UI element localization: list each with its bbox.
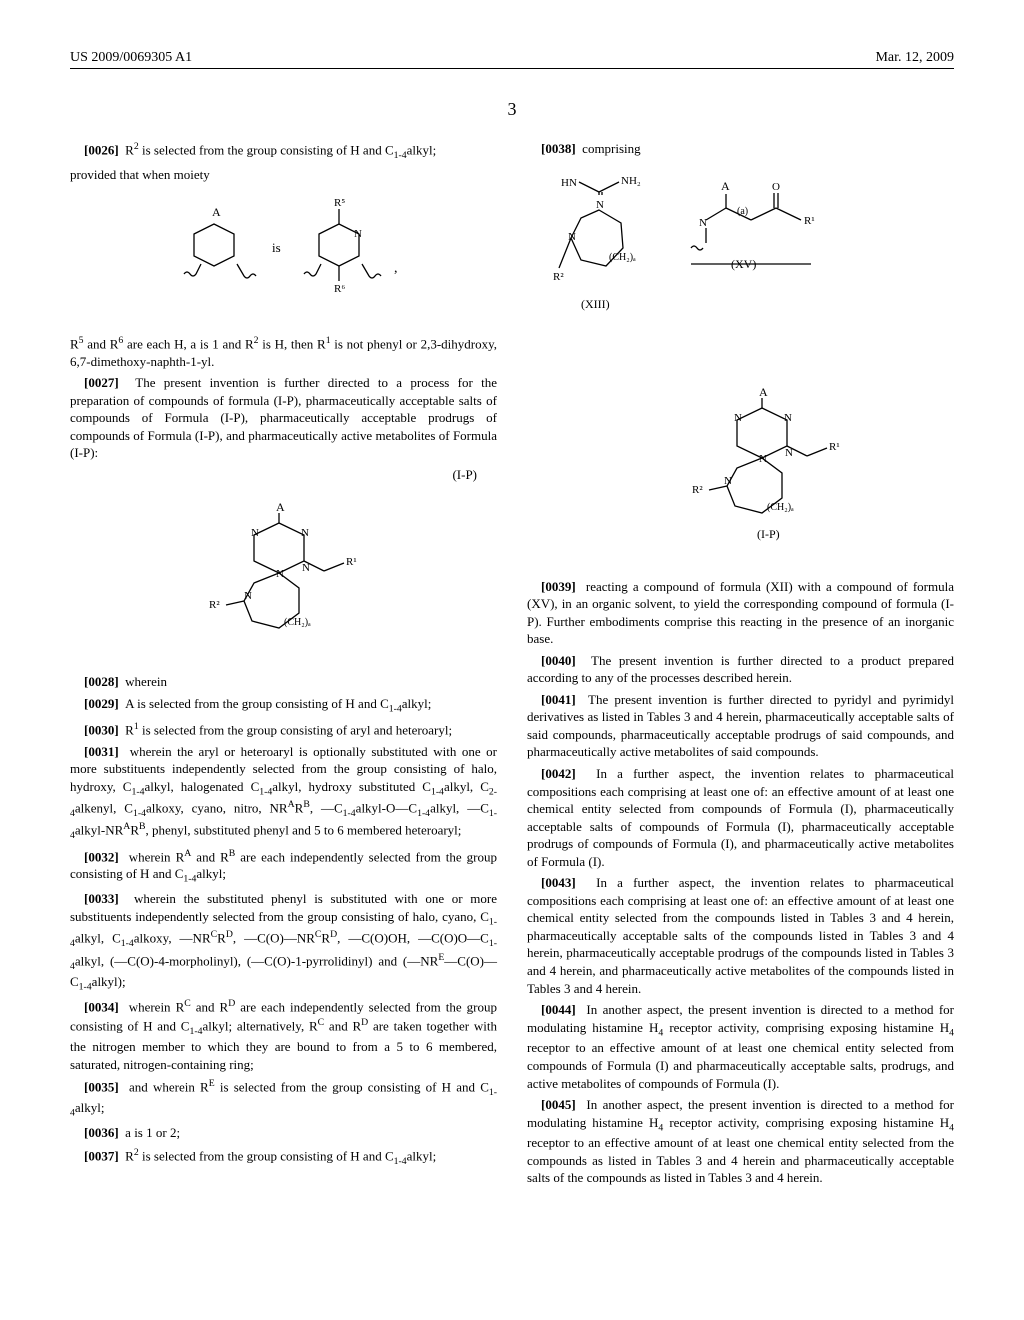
svg-text:N: N [699,217,707,229]
para-0040: [0040] The present invention is further … [527,652,954,687]
svg-text:R²: R² [209,599,220,611]
para-0039: [0039] reacting a compound of formula (X… [527,578,954,648]
svg-text:,: , [394,261,398,276]
para-0038: [0038] comprising [527,140,954,158]
moiety-diagram: A is N R⁵ R⁶ , [144,194,424,324]
svg-text:A: A [276,500,285,514]
para-0031: [0031] wherein the aryl or heteroaryl is… [70,743,497,843]
para-0034: [0034] wherein RC and RD are each indepe… [70,997,497,1073]
svg-text:R⁶: R⁶ [334,283,345,295]
para-0037: [0037] R2 is selected from the group con… [70,1146,497,1168]
svg-text:A: A [212,205,221,219]
svg-text:(CH₂)ₐ: (CH₂)ₐ [767,502,794,513]
para-0026-after: R5 and R6 are each H, a is 1 and R2 is H… [70,334,497,370]
para-0032: [0032] wherein RA and RB are each indepe… [70,847,497,887]
page-header: US 2009/0069305 A1 Mar. 12, 2009 [70,50,954,69]
svg-text:N: N [251,527,259,539]
formula-ip-label: (I-P) [70,466,497,484]
para-0035: [0035] and wherein RE is selected from t… [70,1077,497,1120]
para-0026-tail: provided that when moiety [70,166,497,184]
svg-text:(CH₂)ₐ: (CH₂)ₐ [609,252,636,263]
scheme-bottom-diagram: A N N N N R¹ N R² (CH₂)ₐ (I-P) [647,378,867,568]
para-0027: [0027] The present invention is further … [70,374,497,462]
right-column: [0038] comprising HN NH₂ N N (CH₂)ₐ R² [527,140,954,1191]
svg-text:N: N [784,412,792,424]
svg-text:(CH₂)ₐ: (CH₂)ₐ [284,617,311,628]
svg-text:(I-P): (I-P) [757,527,780,541]
svg-text:N: N [244,590,252,602]
svg-text:R⁵: R⁵ [334,197,345,209]
para-0029: [0029] A is selected from the group cons… [70,695,497,716]
svg-text:R¹: R¹ [829,441,840,453]
svg-text:N: N [596,199,604,211]
svg-text:(XIII): (XIII) [581,297,610,311]
svg-text:R²: R² [553,271,564,283]
svg-text:NH₂: NH₂ [621,175,641,187]
para-0044: [0044] In another aspect, the present in… [527,1001,954,1092]
svg-text:A: A [721,179,730,193]
svg-text:N: N [354,228,362,240]
para-0028: [0028] wherein [70,673,497,691]
para-0041: [0041] The present invention is further … [527,691,954,761]
svg-text:N: N [785,447,793,459]
scheme-top-diagram: HN NH₂ N N (CH₂)ₐ R² (XIII) A [551,168,931,368]
publication-number: US 2009/0069305 A1 [70,50,192,66]
para-0036: [0036] a is 1 or 2; [70,1124,497,1142]
para-0043: [0043] In a further aspect, the inventio… [527,874,954,997]
svg-text:HN: HN [561,177,577,189]
para-0033: [0033] wherein the substituted phenyl is… [70,890,497,993]
svg-text:R²: R² [692,484,703,496]
svg-text:N: N [734,412,742,424]
svg-text:A: A [759,385,768,399]
para-0030: [0030] R1 is selected from the group con… [70,720,497,739]
left-column: [0026] R2 is selected from the group con… [70,140,497,1191]
svg-text:N: N [302,562,310,574]
svg-text:N: N [724,475,732,487]
para-0042: [0042] In a further aspect, the inventio… [527,765,954,870]
para-0045: [0045] In another aspect, the present in… [527,1096,954,1187]
formula-ip-diagram: A N N N N R¹ N R² (CH₂)ₐ [184,493,384,663]
svg-text:(a): (a) [737,206,748,217]
svg-text:is: is [272,240,281,255]
svg-text:N: N [301,527,309,539]
page-number: 3 [70,99,954,120]
svg-text:O: O [772,181,780,193]
svg-text:R¹: R¹ [804,215,815,227]
svg-text:R¹: R¹ [346,556,357,568]
publication-date: Mar. 12, 2009 [875,50,954,66]
para-0026: [0026] R2 is selected from the group con… [70,140,497,162]
